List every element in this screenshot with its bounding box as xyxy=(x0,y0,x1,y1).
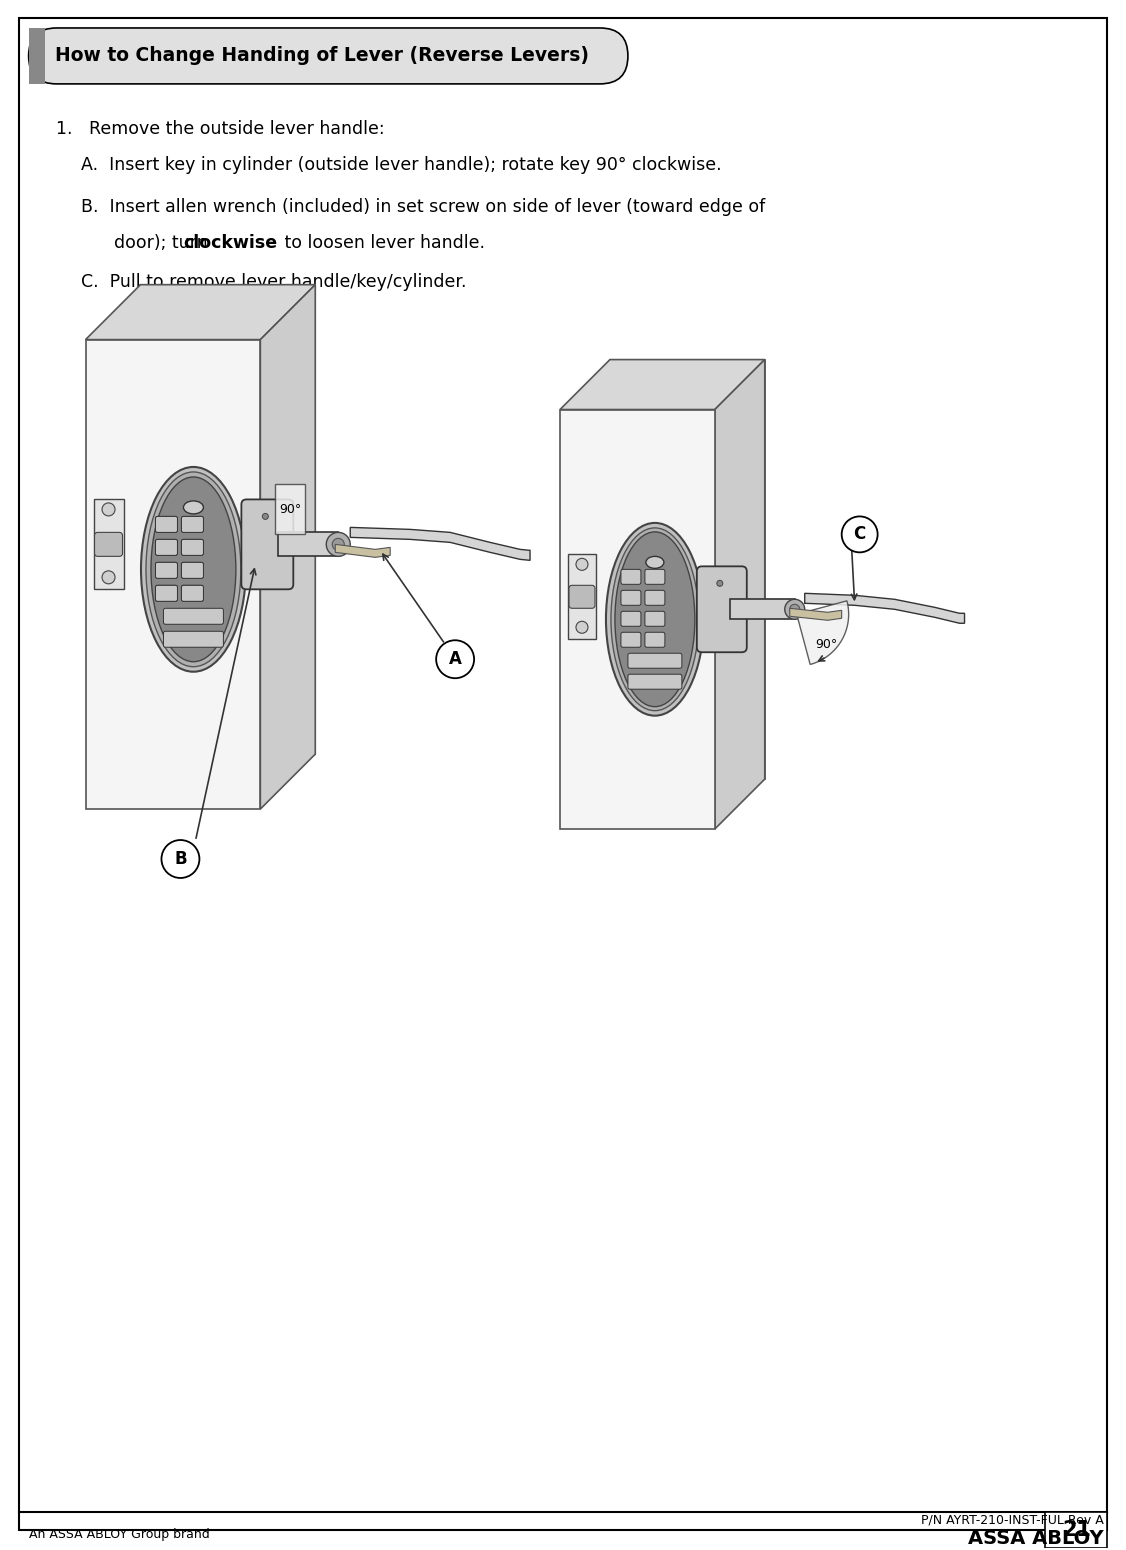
FancyBboxPatch shape xyxy=(181,563,204,578)
FancyBboxPatch shape xyxy=(155,586,178,601)
Bar xyxy=(568,555,596,639)
FancyBboxPatch shape xyxy=(569,586,595,608)
Polygon shape xyxy=(86,285,315,339)
FancyBboxPatch shape xyxy=(181,516,204,532)
Bar xyxy=(730,600,795,620)
FancyBboxPatch shape xyxy=(181,539,204,555)
FancyBboxPatch shape xyxy=(620,591,641,606)
FancyBboxPatch shape xyxy=(155,539,178,555)
Polygon shape xyxy=(789,608,841,620)
Ellipse shape xyxy=(615,532,695,707)
FancyBboxPatch shape xyxy=(181,516,204,532)
FancyBboxPatch shape xyxy=(181,586,204,601)
FancyBboxPatch shape xyxy=(628,674,682,690)
Ellipse shape xyxy=(184,501,204,515)
FancyBboxPatch shape xyxy=(645,569,664,584)
Bar xyxy=(86,339,260,809)
Polygon shape xyxy=(797,601,849,665)
Bar xyxy=(141,285,315,755)
Circle shape xyxy=(841,516,877,552)
FancyBboxPatch shape xyxy=(155,516,178,532)
FancyBboxPatch shape xyxy=(181,539,204,555)
Circle shape xyxy=(161,840,199,877)
Text: A: A xyxy=(448,651,462,668)
Bar xyxy=(278,532,338,556)
Circle shape xyxy=(102,502,115,516)
Text: B.  Insert allen wrench (included) in set screw on side of lever (toward edge of: B. Insert allen wrench (included) in set… xyxy=(81,198,765,215)
Circle shape xyxy=(102,570,115,584)
Polygon shape xyxy=(260,285,315,809)
FancyBboxPatch shape xyxy=(155,539,178,555)
Text: ASSA ABLOY: ASSA ABLOY xyxy=(967,1528,1103,1548)
FancyBboxPatch shape xyxy=(620,632,641,648)
FancyBboxPatch shape xyxy=(697,566,747,653)
Ellipse shape xyxy=(606,522,704,716)
Text: door); turn: door); turn xyxy=(81,234,213,251)
FancyBboxPatch shape xyxy=(241,499,293,589)
Circle shape xyxy=(436,640,474,679)
Text: How to Change Handing of Lever (Reverse Levers): How to Change Handing of Lever (Reverse … xyxy=(54,46,589,65)
FancyBboxPatch shape xyxy=(163,631,223,648)
Text: to loosen lever handle.: to loosen lever handle. xyxy=(279,234,485,251)
Polygon shape xyxy=(715,360,765,829)
FancyBboxPatch shape xyxy=(620,569,641,584)
Text: 21: 21 xyxy=(1062,1521,1091,1541)
Bar xyxy=(610,360,765,780)
Circle shape xyxy=(332,538,345,550)
Text: C: C xyxy=(854,525,866,544)
FancyBboxPatch shape xyxy=(28,28,628,84)
Bar xyxy=(1045,1513,1107,1548)
Text: A.  Insert key in cylinder (outside lever handle); rotate key 90° clockwise.: A. Insert key in cylinder (outside lever… xyxy=(81,157,721,174)
Bar xyxy=(560,409,715,829)
FancyBboxPatch shape xyxy=(155,563,178,578)
Ellipse shape xyxy=(611,529,699,710)
Ellipse shape xyxy=(141,467,245,671)
Circle shape xyxy=(785,600,805,620)
Polygon shape xyxy=(805,594,965,623)
Circle shape xyxy=(717,580,723,586)
Text: An ASSA ABLOY Group brand: An ASSA ABLOY Group brand xyxy=(28,1528,209,1541)
Text: P/N AYRT-210-INST-FUL Rev A: P/N AYRT-210-INST-FUL Rev A xyxy=(921,1514,1103,1527)
Ellipse shape xyxy=(146,471,241,666)
Text: 90°: 90° xyxy=(279,502,302,516)
Circle shape xyxy=(262,513,268,519)
Circle shape xyxy=(327,532,350,556)
Text: 90°: 90° xyxy=(815,637,838,651)
Circle shape xyxy=(577,622,588,634)
Text: B: B xyxy=(175,849,187,868)
Text: 1.   Remove the outside lever handle:: 1. Remove the outside lever handle: xyxy=(55,119,384,138)
FancyBboxPatch shape xyxy=(155,563,178,578)
FancyBboxPatch shape xyxy=(181,586,204,601)
Polygon shape xyxy=(276,485,305,535)
Text: C.  Pull to remove lever handle/key/cylinder.: C. Pull to remove lever handle/key/cylin… xyxy=(81,273,466,291)
FancyBboxPatch shape xyxy=(155,516,178,532)
Bar xyxy=(28,28,45,84)
Polygon shape xyxy=(350,527,530,561)
FancyBboxPatch shape xyxy=(620,611,641,626)
Circle shape xyxy=(577,558,588,570)
Ellipse shape xyxy=(151,477,235,662)
FancyBboxPatch shape xyxy=(155,586,178,601)
Polygon shape xyxy=(336,544,391,558)
Text: clockwise: clockwise xyxy=(184,234,278,251)
Circle shape xyxy=(789,604,799,614)
Bar xyxy=(93,499,124,589)
FancyBboxPatch shape xyxy=(645,611,664,626)
FancyBboxPatch shape xyxy=(163,608,223,625)
Polygon shape xyxy=(560,360,765,409)
FancyBboxPatch shape xyxy=(95,532,123,556)
FancyBboxPatch shape xyxy=(645,591,664,606)
FancyBboxPatch shape xyxy=(628,653,682,668)
Ellipse shape xyxy=(646,556,664,569)
FancyBboxPatch shape xyxy=(181,563,204,578)
FancyBboxPatch shape xyxy=(645,632,664,648)
